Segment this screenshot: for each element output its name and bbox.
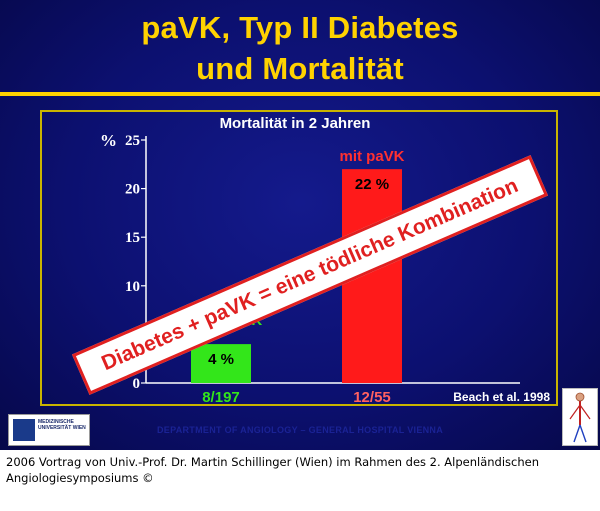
chart-panel xyxy=(40,110,558,406)
title-rule xyxy=(0,92,600,96)
department-footer: DEPARTMENT OF ANGIOLOGY – GENERAL HOSPIT… xyxy=(156,425,444,435)
logo-mark-icon xyxy=(13,419,35,441)
y-tick-label: 20 xyxy=(125,182,140,198)
slide-title-line1: paVK, Typ II Diabetes xyxy=(141,10,459,45)
series-label-mit-pavk: mit paVK xyxy=(339,148,404,165)
y-tick-label: 25 xyxy=(125,133,140,149)
bar-count-label: 12/55 xyxy=(353,389,391,406)
slide-caption: 2006 Vortrag von Univ.-Prof. Dr. Martin … xyxy=(6,455,540,485)
chart-title: Mortalität in 2 Jahren xyxy=(219,115,371,132)
bar-1 xyxy=(191,344,251,383)
slide: paVK, Typ II Diabetes und Mortalität Mor… xyxy=(0,0,600,450)
y-tick-label: 10 xyxy=(125,279,140,295)
bar-count-label: 8/197 xyxy=(202,389,240,406)
bar-value-label: 22 % xyxy=(355,176,389,193)
university-logo: MEDIZINISCHE UNIVERSITÄT WIEN xyxy=(8,414,90,446)
y-tick-label: 0 xyxy=(133,376,141,392)
slide-title-line2: und Mortalität xyxy=(196,51,404,86)
y-tick-label: 15 xyxy=(125,230,140,246)
anatomy-figure-icon xyxy=(562,388,598,446)
logo-text: MEDIZINISCHE UNIVERSITÄT WIEN xyxy=(38,419,86,431)
y-axis-unit: % xyxy=(100,131,117,150)
source-citation: Beach et al. 1998 xyxy=(453,390,550,404)
bar-value-label: 4 % xyxy=(208,351,234,368)
